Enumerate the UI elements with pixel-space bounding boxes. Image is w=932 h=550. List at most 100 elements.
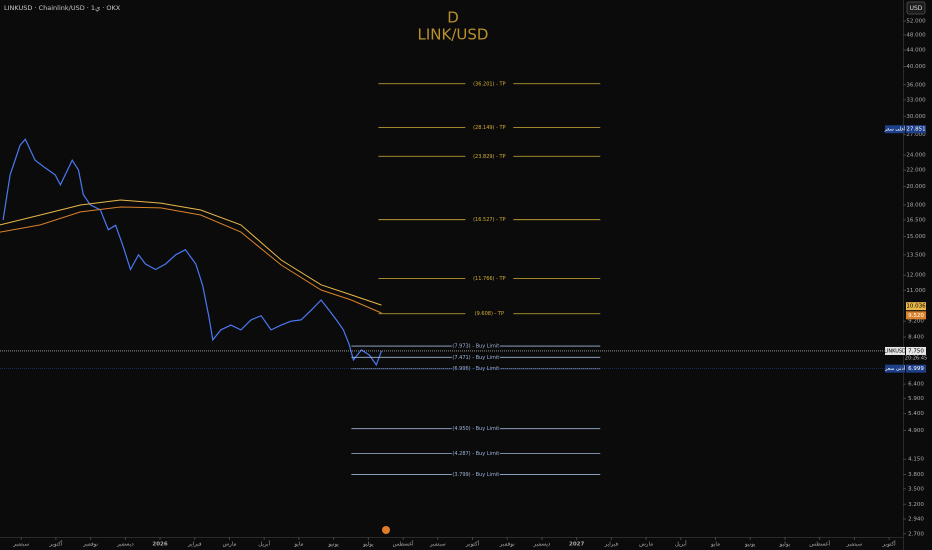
price-line — [2, 138, 383, 367]
price-badge-tag-label: أدنى سعر — [884, 365, 906, 372]
level-label: (7.471) - Buy Limit — [452, 355, 499, 361]
countdown: 20:26:45 — [905, 355, 927, 361]
y-tick-label: 36.000 — [906, 82, 926, 88]
symbol-info: LINKUSD · Chainlink/USD · 1ي · OKX — [4, 4, 121, 12]
price-badge-tag — [885, 346, 905, 355]
y-tick-label: 6.400 — [908, 382, 924, 388]
x-tick-label: سبتمبر — [845, 542, 862, 548]
level-label-bg — [465, 275, 514, 283]
level-label: (28.149) - TP — [473, 125, 505, 131]
x-tick-label: يوليو — [362, 542, 374, 548]
price-badge-label: 10.036 — [906, 304, 926, 310]
y-tick-label: 5.900 — [908, 396, 924, 402]
y-tick-label: 15.000 — [906, 234, 926, 240]
x-tick-label: ديسمبر — [116, 542, 134, 548]
level-label-bg — [465, 80, 514, 88]
y-tick-label: 11.000 — [906, 288, 926, 294]
x-tick-label: أكتوبر — [48, 540, 63, 548]
price-badge-tag — [885, 125, 905, 134]
price-badge-label: 6.999 — [908, 366, 924, 372]
level-label: (23.829) - TP — [473, 154, 505, 160]
y-tick-label: 44.000 — [906, 47, 926, 53]
x-tick-label: أبريل — [258, 540, 270, 548]
y-tick-label: 8.400 — [908, 335, 924, 341]
x-tick-label: فبراير — [187, 542, 202, 548]
y-tick-label: 16.500 — [906, 217, 926, 223]
y-tick-label: 52.000 — [906, 19, 926, 25]
y-tick-label: 4.150 — [908, 457, 924, 463]
x-tick-label: ديسمبر — [533, 542, 551, 548]
y-tick-label: 3.200 — [908, 502, 924, 508]
x-tick-label: يونيو — [327, 542, 339, 548]
price-badge-tag — [885, 364, 905, 373]
price-badge — [906, 364, 926, 373]
y-tick-label: 12.000 — [906, 273, 926, 279]
x-tick-label: مارس — [639, 542, 653, 548]
currency-button[interactable] — [906, 1, 926, 15]
level-label-bg — [465, 216, 514, 224]
x-tick-label: مايو — [293, 542, 303, 548]
y-tick-label: 48.000 — [906, 32, 926, 38]
x-tick-label: نوفمبر — [82, 542, 98, 548]
level-label: (4.950) - Buy Limit — [452, 426, 499, 432]
x-tick-label: سبتمبر — [12, 542, 29, 548]
price-badge — [906, 302, 926, 311]
y-tick-label: 4.900 — [908, 428, 924, 434]
currency-button-label[interactable]: USD — [910, 5, 923, 12]
x-tick-label: 2026 — [152, 542, 167, 548]
y-tick-label: 9.200 — [908, 319, 924, 325]
x-tick-label: أغسطس — [809, 540, 830, 548]
y-tick-label: 3.500 — [908, 486, 924, 492]
x-tick-label: فبراير — [604, 542, 619, 548]
x-tick-label: نوفمبر — [499, 542, 515, 548]
y-tick-label: 18.000 — [906, 202, 926, 208]
moving-average-line — [0, 206, 382, 314]
x-tick-label: يونيو — [744, 542, 756, 548]
y-tick-label: 13.500 — [906, 252, 926, 258]
x-tick-label: يوليو — [779, 542, 791, 548]
price-badge-tag-label: أعلى سعر — [883, 126, 906, 133]
level-label: (9.608) - TP — [475, 311, 504, 317]
level-label-bg — [451, 425, 500, 433]
y-tick-label: 2.700 — [908, 531, 924, 537]
y-tick-label: 20.000 — [906, 184, 926, 190]
event-icon[interactable] — [382, 526, 390, 534]
price-badge-label: 9.520 — [908, 313, 924, 319]
level-label: (6.996) - Buy Limit — [452, 366, 499, 372]
x-tick-label: سبتمبر — [429, 542, 446, 548]
y-tick-label: 3.800 — [908, 472, 924, 478]
level-label-bg — [465, 310, 514, 318]
y-tick-label: 27.000 — [906, 132, 926, 138]
x-tick-label: أبريل — [675, 540, 687, 548]
y-tick-label: 2.940 — [908, 516, 924, 522]
level-label: (3.799) - Buy Limit — [452, 472, 499, 478]
y-tick-label: 40.000 — [906, 64, 926, 70]
chart-subtitle: LINK/USD — [418, 26, 489, 44]
y-tick-label: 33.000 — [906, 97, 926, 103]
level-label-bg — [451, 471, 500, 479]
x-tick-label: أغسطس — [393, 540, 414, 548]
price-badge-tag-label: LINKUSD — [884, 348, 906, 354]
price-badge-label: 27.851 — [906, 127, 925, 133]
moving-average-line — [0, 199, 382, 306]
price-badge — [906, 311, 926, 320]
level-label-bg — [451, 342, 500, 350]
level-label: (11.766) - TP — [473, 276, 505, 282]
price-badge — [906, 125, 926, 134]
y-tick-label: 30.000 — [906, 114, 926, 120]
level-label: (7.973) - Buy Limit — [452, 344, 499, 350]
level-label: (4.287) - Buy Limit — [452, 451, 499, 457]
chart-title: D — [447, 9, 459, 27]
price-badge — [906, 346, 926, 355]
level-label-bg — [465, 123, 514, 131]
level-label-bg — [451, 365, 500, 373]
x-tick-label: 2027 — [569, 542, 584, 548]
x-tick-label: مارس — [222, 542, 236, 548]
y-tick-label: 22.000 — [906, 168, 926, 174]
y-tick-label: 5.400 — [908, 411, 924, 417]
y-tick-label: 24.000 — [906, 153, 926, 159]
level-label: (16.527) - TP — [473, 217, 505, 223]
